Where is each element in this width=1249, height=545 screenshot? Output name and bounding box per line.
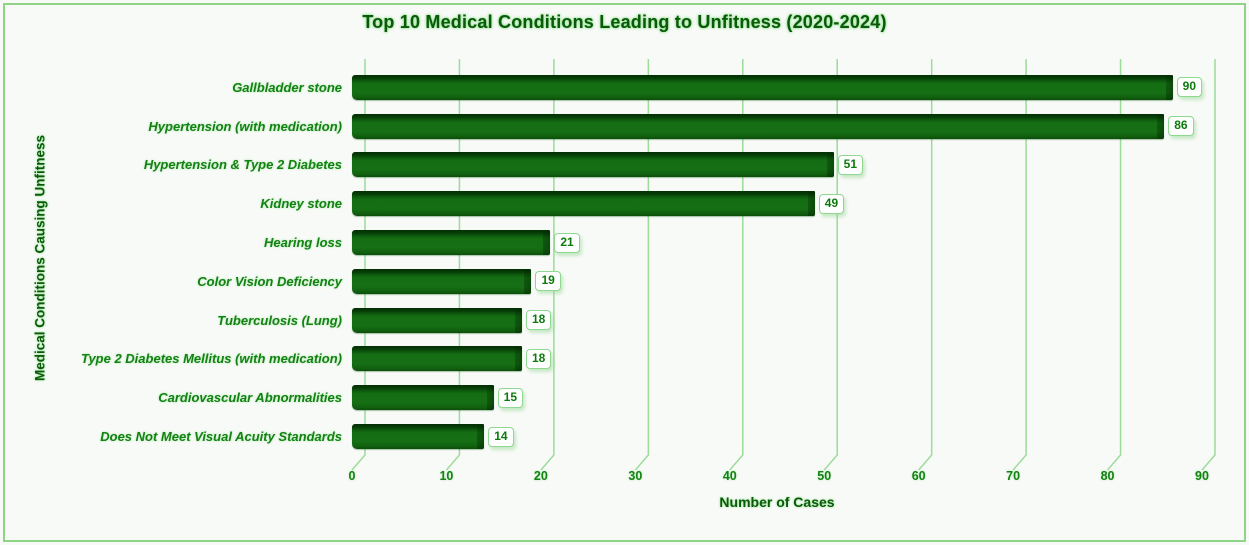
gridline	[351, 59, 366, 471]
data-label: 21	[554, 232, 580, 253]
x-tick-label: 30	[628, 469, 643, 483]
chart-row: Tuberculosis (Lung) 18	[50, 301, 1202, 340]
bar	[352, 385, 494, 411]
chart-title: Top 10 Medical Conditions Leading to Unf…	[362, 12, 887, 32]
data-label: 18	[526, 310, 552, 331]
chart-row: Type 2 Diabetes Mellitus (with medicatio…	[50, 340, 1202, 379]
chart-row: Color Vision Deficiency 19	[50, 262, 1202, 301]
data-label: 90	[1176, 77, 1202, 98]
data-label: 51	[837, 154, 864, 175]
chart-row: Gallbladder stone 90	[50, 68, 1202, 107]
gridline	[634, 59, 650, 471]
bar-cell: 15	[352, 378, 1202, 417]
x-tick-label: 40	[722, 469, 737, 483]
bar	[352, 268, 532, 294]
chart-row: Hypertension & Type 2 Diabetes 51	[50, 146, 1202, 185]
data-label: 18	[526, 348, 552, 369]
bar-cell: 18	[352, 340, 1202, 379]
category-label: Hearing loss	[263, 235, 342, 251]
gridline	[540, 59, 555, 471]
bar	[352, 113, 1165, 139]
gridline	[1106, 59, 1122, 471]
x-tick-label: 80	[1100, 469, 1115, 483]
bar	[352, 346, 522, 372]
chart-row: Cardiovascular Abnormalities 15	[50, 378, 1202, 417]
bar	[352, 307, 522, 333]
bar-cell: 19	[352, 262, 1202, 301]
category-label: Tuberculosis (Lung)	[217, 312, 342, 328]
chart-row: Hypertension (with medication) 86	[50, 107, 1202, 146]
gridline	[823, 59, 838, 471]
category-label: Does Not Meet Visual Acuity Standards	[100, 429, 342, 445]
category-label: Hypertension & Type 2 Diabetes	[143, 157, 342, 173]
gridline	[1201, 59, 1216, 471]
x-axis-title: Number of Cases	[719, 494, 835, 510]
chart-row: Hearing loss 21	[50, 223, 1202, 262]
x-tick-label: 10	[439, 469, 454, 483]
x-tick-label: 20	[533, 469, 548, 483]
bar-cell: 86	[352, 107, 1202, 146]
plot-area: Gallbladder stone 90 Hypertension (with me…	[50, 68, 1202, 456]
category-label: Hypertension (with medication)	[148, 118, 342, 134]
x-tick-label: 60	[911, 469, 926, 483]
chart-row: Kidney stone 49	[50, 184, 1202, 223]
bar-cell: 18	[352, 301, 1202, 340]
x-tick-label: 0	[348, 469, 356, 483]
category-label: Kidney stone	[260, 196, 342, 212]
category-label: Color Vision Deficiency	[197, 273, 342, 289]
category-label: Gallbladder stone	[232, 79, 342, 95]
gridline	[918, 59, 933, 471]
data-label: 14	[488, 426, 514, 447]
data-label: 19	[535, 271, 561, 292]
gridline	[445, 59, 461, 471]
data-label: 49	[818, 193, 845, 214]
bar	[352, 230, 551, 256]
x-tick-label: 90	[1195, 469, 1209, 483]
bar-cell: 51	[352, 146, 1202, 185]
bar	[352, 191, 815, 217]
x-tick-label: 70	[1006, 469, 1021, 483]
bar-cell: 49	[352, 184, 1202, 223]
data-label: 86	[1168, 116, 1194, 137]
bar-cell: 14	[352, 417, 1202, 456]
bar-cell: 21	[352, 223, 1202, 262]
category-label: Type 2 Diabetes Mellitus (with medicatio…	[80, 351, 342, 367]
x-tick-label: 50	[817, 469, 832, 483]
data-label: 15	[497, 387, 524, 408]
bar	[352, 152, 834, 178]
gridlines	[351, 59, 1216, 471]
y-axis-title: Medical Conditions Causing Unfitness	[32, 134, 48, 382]
gridline	[729, 59, 744, 471]
bar	[352, 74, 1173, 100]
category-label: Cardiovascular Abnormalities	[158, 390, 342, 406]
gridline	[1012, 59, 1027, 471]
chart-row: Does Not Meet Visual Acuity Standards 14	[50, 417, 1202, 456]
bar	[352, 424, 485, 450]
bar-cell: 90	[352, 68, 1202, 107]
